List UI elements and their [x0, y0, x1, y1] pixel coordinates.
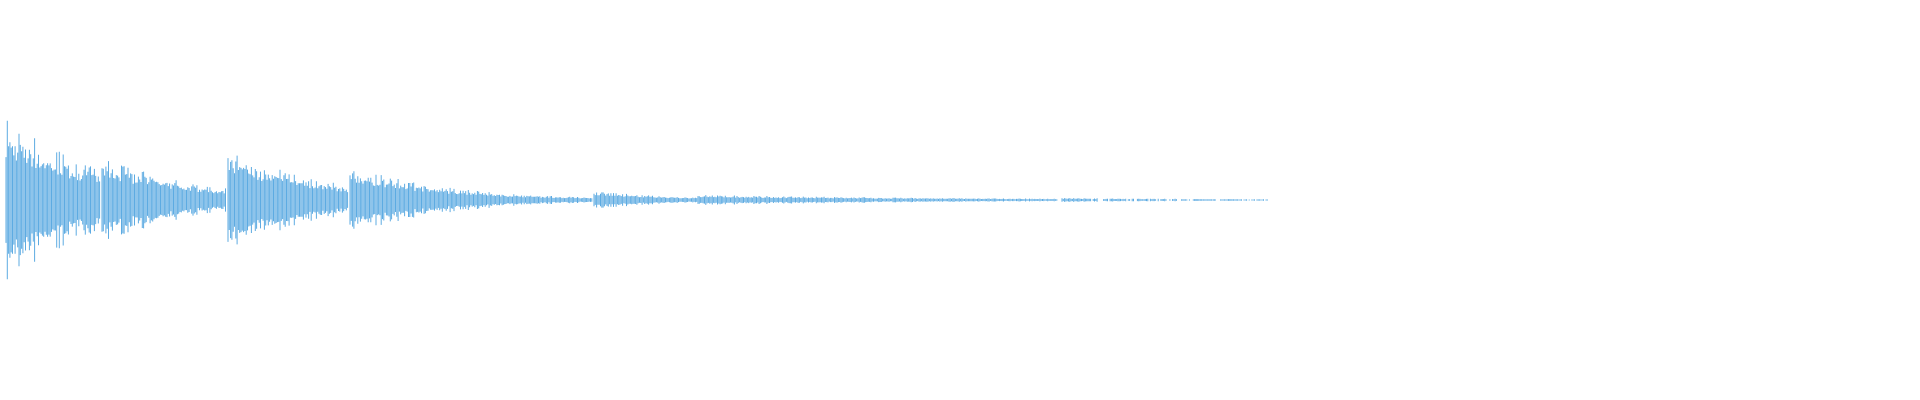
waveform-path — [5, 120, 1268, 280]
